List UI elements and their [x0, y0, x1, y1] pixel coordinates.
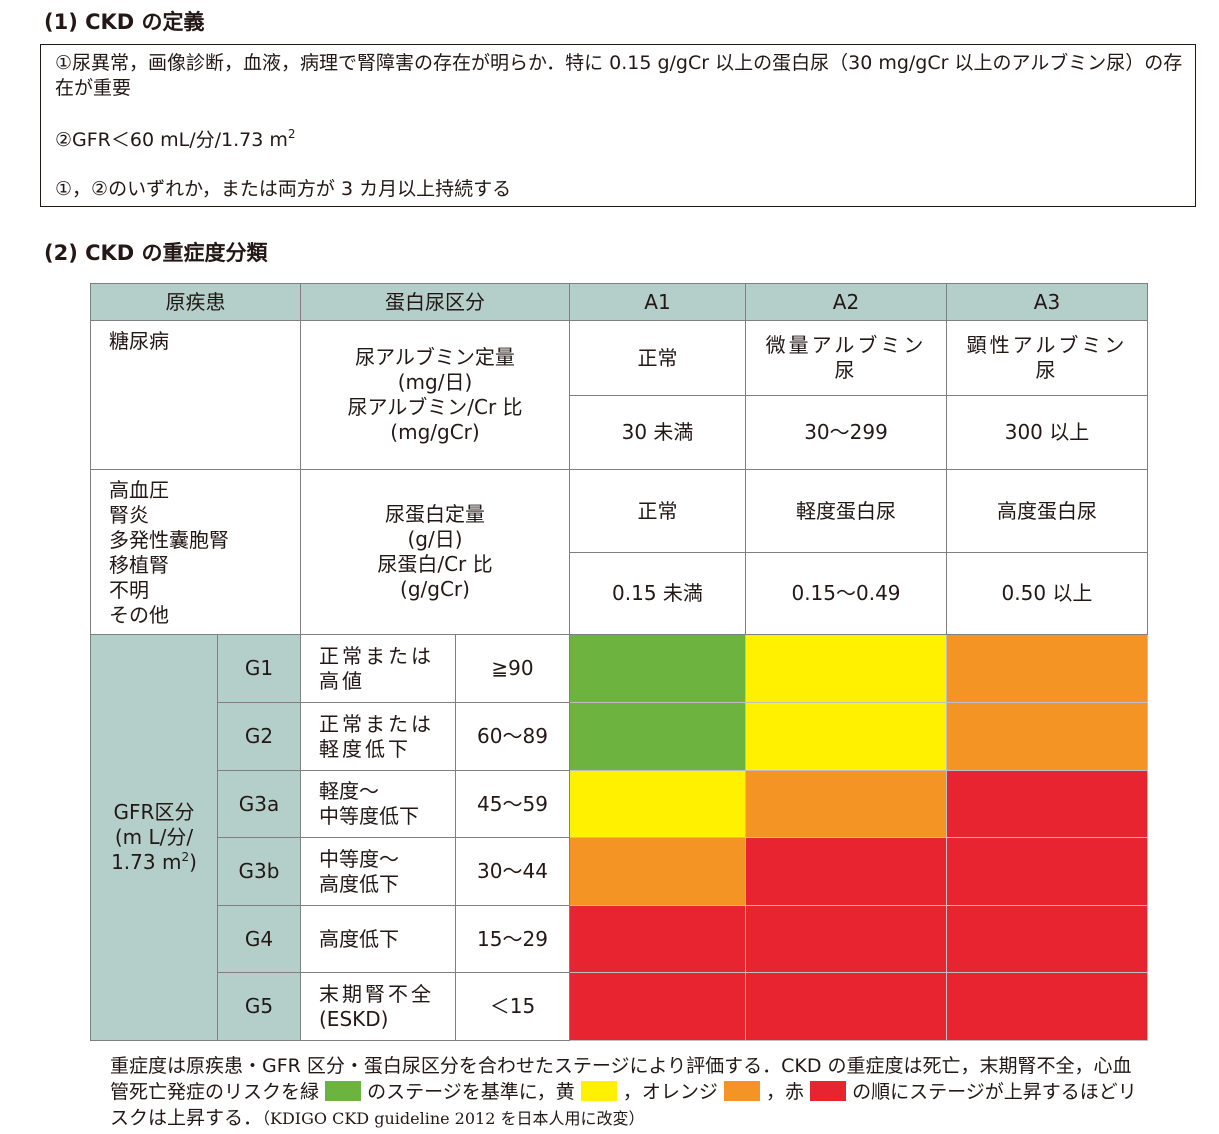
- diabetes-a2-label: 微量アルブミン 尿: [745, 320, 947, 396]
- diabetes-a1-value: 30 未満: [569, 395, 746, 470]
- diabetes-measure: 尿アルブミン定量 (mg/日) 尿アルブミン/Cr 比 (mg/gCr): [300, 320, 570, 470]
- risk-cell-g4-a3: [946, 905, 1148, 973]
- definition-item-1: ①尿異常，画像診断，血液，病理で腎障害の存在が明らか．特に 0.15 g/gCr…: [55, 52, 1183, 99]
- risk-cell-g1-a3: [946, 634, 1148, 703]
- header-protein-category: 蛋白尿区分: [300, 283, 570, 321]
- section-2-title: (2) CKD の重症度分類: [44, 241, 268, 265]
- gfr-code-g5: G5: [217, 972, 301, 1041]
- risk-cell-g4-a2: [745, 905, 947, 973]
- risk-cell-g3a-a1: [569, 770, 746, 838]
- diabetes-a1-label: 正常: [569, 320, 746, 396]
- other-a2-value: 0.15〜0.49: [745, 552, 947, 635]
- ckd-severity-table: 原疾患 蛋白尿区分 A1 A2 A3 糖尿病 尿アルブミン定量 (mg/日) 尿…: [90, 283, 1148, 1041]
- gfr-code-g3a: G3a: [217, 770, 301, 838]
- gfr-range-g4: 15〜29: [455, 905, 570, 973]
- risk-cell-g3b-a1: [569, 837, 746, 906]
- diabetes-a3-label: 顕性アルブミン 尿: [946, 320, 1148, 396]
- gfr-code-g4: G4: [217, 905, 301, 973]
- red-swatch: [810, 1081, 847, 1101]
- risk-cell-g3b-a2: [745, 837, 947, 906]
- gfr-code-g1: G1: [217, 634, 301, 703]
- risk-cell-g5-a3: [946, 972, 1148, 1041]
- risk-cell-g1-a1: [569, 634, 746, 703]
- gfr-range-g1: ≧90: [455, 634, 570, 703]
- other-a3-label: 高度蛋白尿: [946, 469, 1148, 553]
- diabetes-cause: 糖尿病: [90, 320, 301, 470]
- risk-cell-g5-a1: [569, 972, 746, 1041]
- gfr-range-g5: ＜15: [455, 972, 570, 1041]
- gfr-desc-g3b: 中等度〜 高度低下: [300, 837, 456, 906]
- gfr-code-g2: G2: [217, 702, 301, 771]
- gfr-desc-g4: 高度低下: [300, 905, 456, 973]
- other-a1-value: 0.15 未満: [569, 552, 746, 635]
- gfr-desc-g3a: 軽度〜 中等度低下: [300, 770, 456, 838]
- header-a1: A1: [569, 283, 746, 321]
- risk-cell-g2-a3: [946, 702, 1148, 771]
- source-note: （KDIGO CKD guideline 2012 を日本人用に改変）: [262, 1109, 645, 1128]
- gfr-range-g3b: 30〜44: [455, 837, 570, 906]
- definition-item-2: ②GFR＜60 mL/分/1.73 m2: [55, 127, 296, 151]
- other-measure: 尿蛋白定量 (g/日) 尿蛋白/Cr 比 (g/gCr): [300, 469, 570, 635]
- orange-swatch: [723, 1081, 760, 1101]
- risk-cell-g2-a2: [745, 702, 947, 771]
- risk-cell-g5-a2: [745, 972, 947, 1041]
- gfr-desc-g2: 正常または 軽度低下: [300, 702, 456, 771]
- other-causes: 高血圧 腎炎 多発性囊胞腎 移植腎 不明 その他: [90, 469, 301, 635]
- risk-cell-g1-a2: [745, 634, 947, 703]
- definition-item-3: ①，②のいずれか，または両方が 3 カ月以上持続する: [55, 178, 512, 200]
- ckd-definition-box: ①尿異常，画像診断，血液，病理で腎障害の存在が明らか．特に 0.15 g/gCr…: [40, 44, 1196, 207]
- gfr-desc-g1: 正常または 高値: [300, 634, 456, 703]
- green-swatch: [325, 1081, 362, 1101]
- gfr-range-g3a: 45〜59: [455, 770, 570, 838]
- risk-cell-g3b-a3: [946, 837, 1148, 906]
- header-cause: 原疾患: [90, 283, 301, 321]
- diabetes-a3-value: 300 以上: [946, 395, 1148, 470]
- gfr-category-label: GFR区分 (m L/分/ 1.73 m2): [90, 634, 218, 1041]
- risk-cell-g3a-a3: [946, 770, 1148, 838]
- gfr-desc-g5: 末期腎不全 (ESKD): [300, 972, 456, 1041]
- gfr-range-g2: 60〜89: [455, 702, 570, 771]
- yellow-swatch: [580, 1081, 617, 1101]
- risk-cell-g3a-a2: [745, 770, 947, 838]
- other-a3-value: 0.50 以上: [946, 552, 1148, 635]
- other-a1-label: 正常: [569, 469, 746, 553]
- table-caption: 重症度は原疾患・GFR 区分・蛋白尿区分を合わせたステージにより評価する．CKD…: [110, 1055, 1137, 1129]
- section-1-title: (1) CKD の定義: [44, 10, 205, 34]
- gfr-code-g3b: G3b: [217, 837, 301, 906]
- header-a3: A3: [946, 283, 1148, 321]
- risk-cell-g4-a1: [569, 905, 746, 973]
- diabetes-a2-value: 30〜299: [745, 395, 947, 470]
- risk-cell-g2-a1: [569, 702, 746, 771]
- other-a2-label: 軽度蛋白尿: [745, 469, 947, 553]
- header-a2: A2: [745, 283, 947, 321]
